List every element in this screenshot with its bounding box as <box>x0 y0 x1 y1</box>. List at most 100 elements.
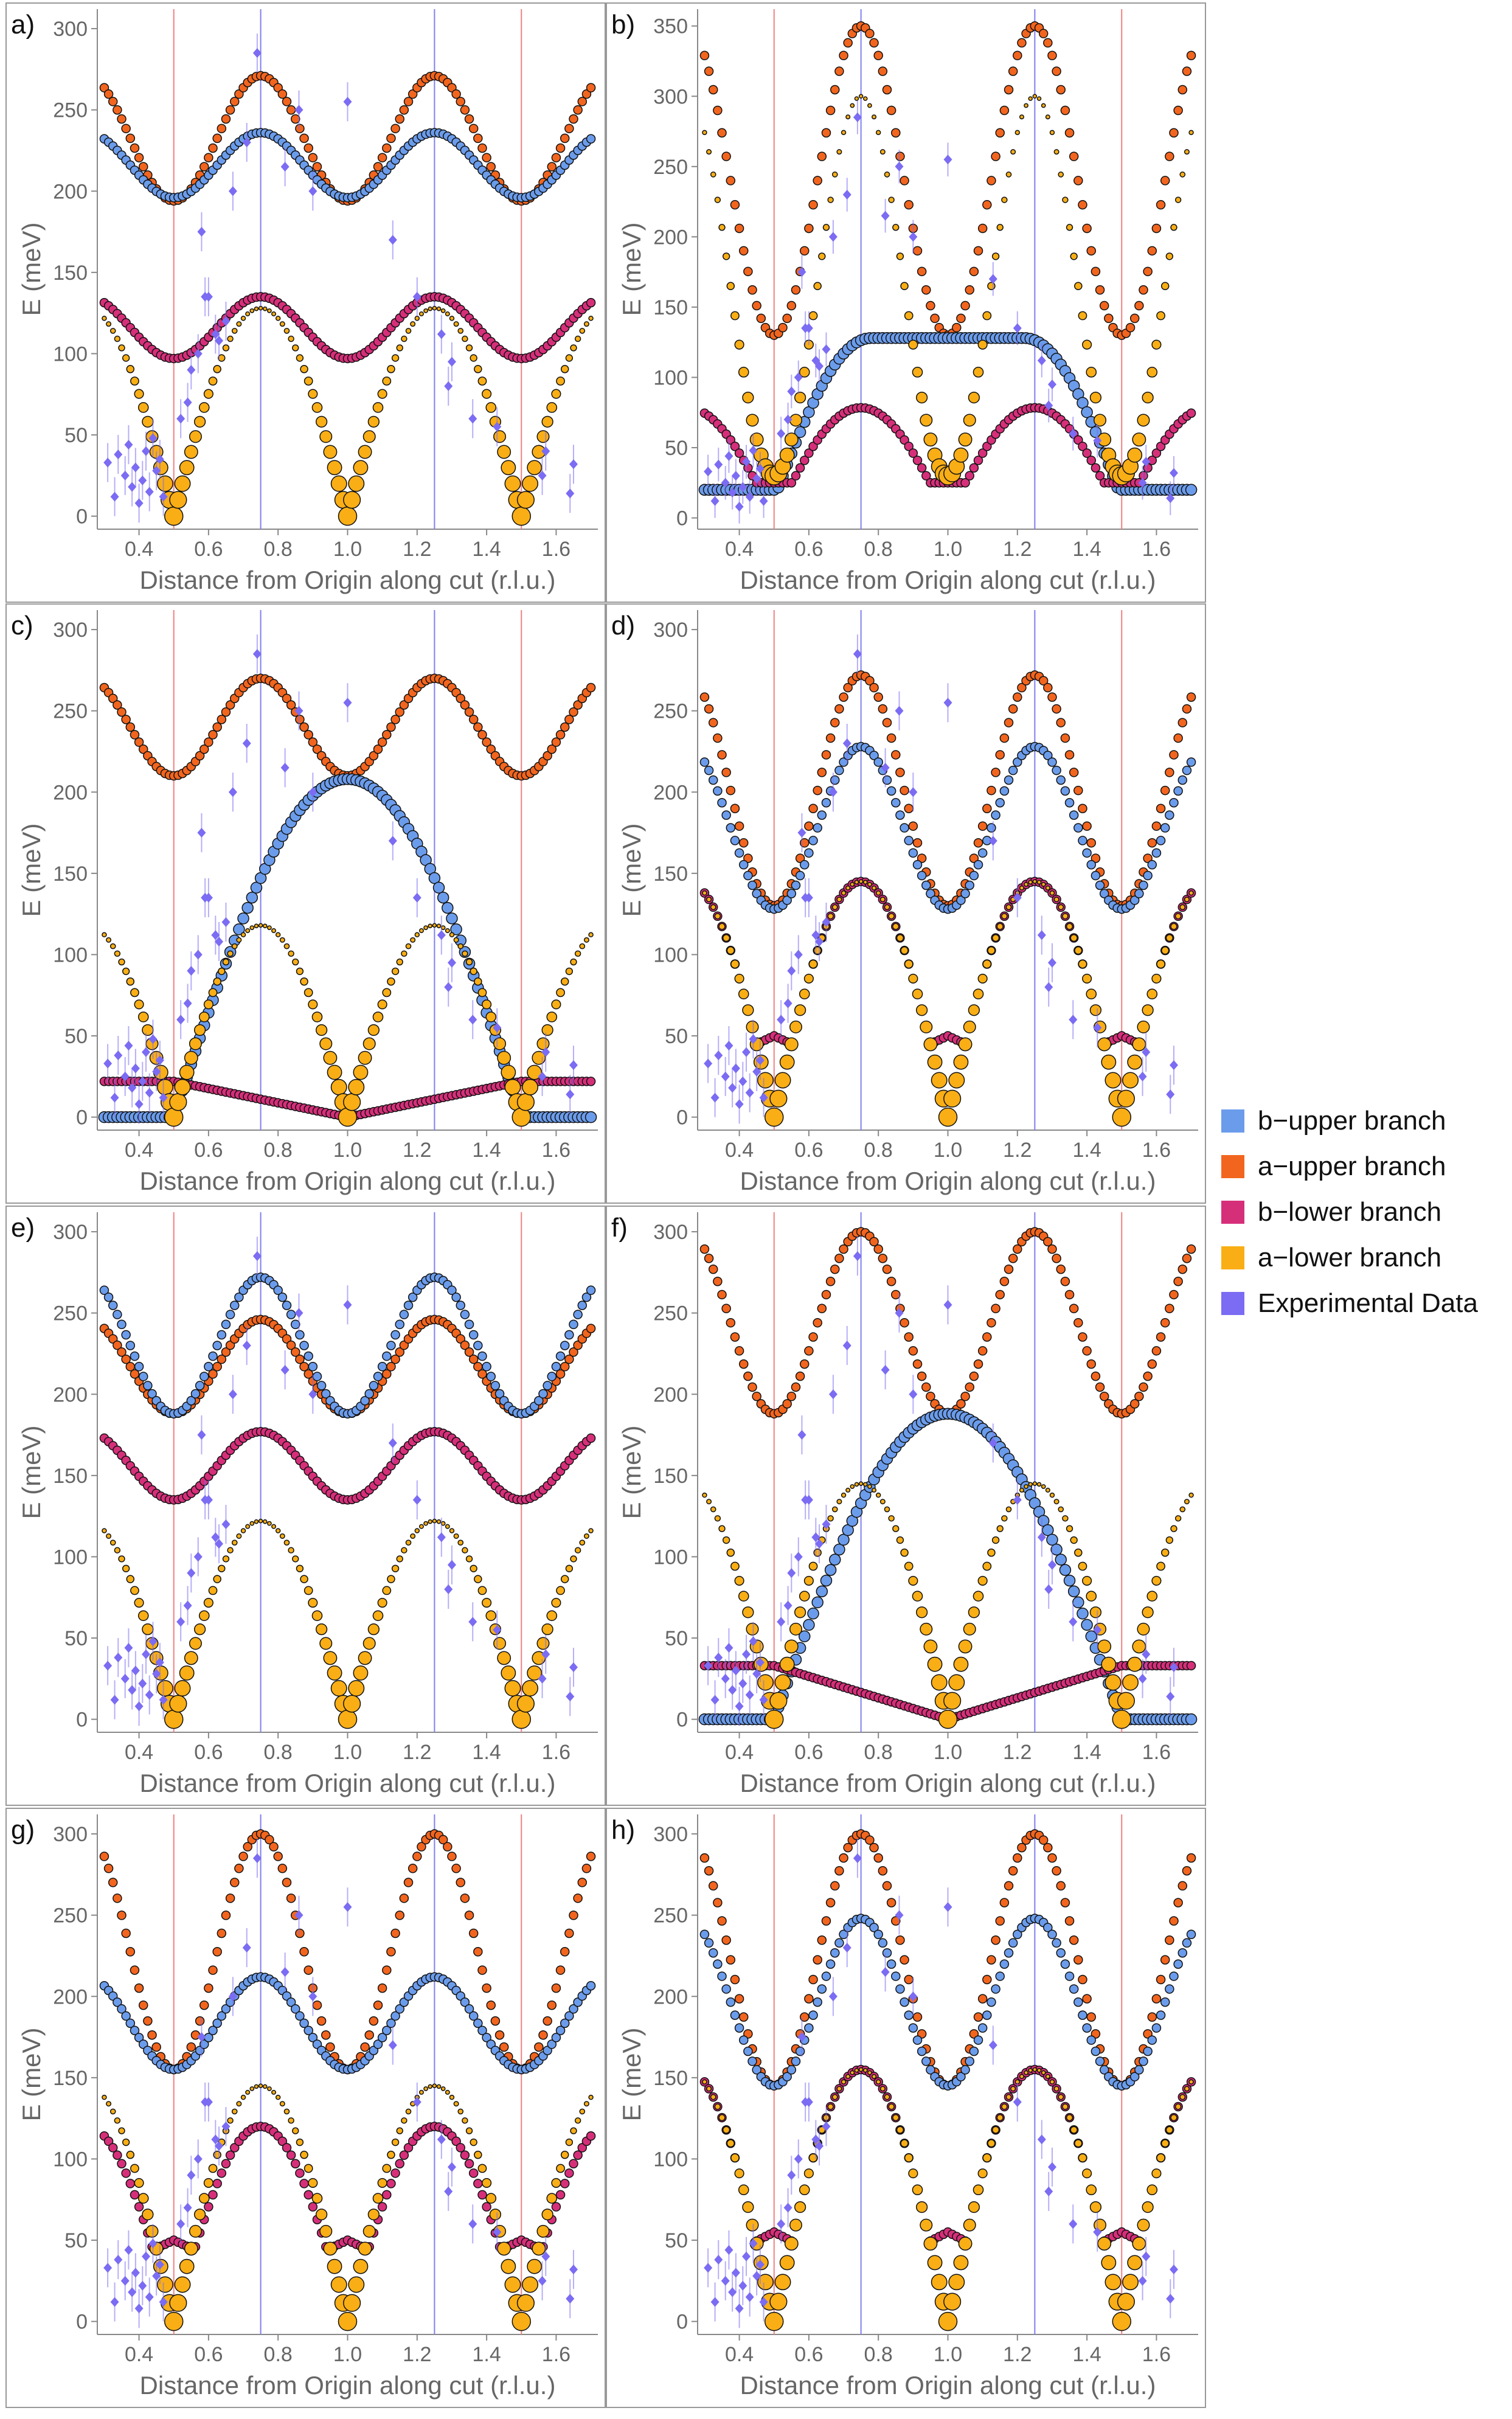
panel-d-point-a-lower <box>774 1072 791 1089</box>
panel-f-y-tick-label: 150 <box>653 1465 688 1488</box>
panel-b: 0.4 0.6 0.8 1.0 1.2 1.4 1.60501001502002503003… <box>606 2 1206 603</box>
panel-g-point-a-upper <box>234 1864 244 1873</box>
panel-h-point-a-upper <box>804 1994 814 2004</box>
panel-c-experimental-point <box>159 1092 168 1103</box>
panel-a-experimental-point <box>176 414 186 424</box>
panel-h-point-b-upper <box>817 1984 827 1994</box>
panel-b-point-a-lower <box>875 130 881 136</box>
panel-b-experimental-point <box>731 471 740 481</box>
panel-a-point-a-lower <box>574 335 581 342</box>
panel-h-point-a-upper <box>1069 1935 1079 1945</box>
panel-a-point-a-upper <box>113 105 122 115</box>
panel-a-point-a-lower <box>353 460 369 476</box>
panel-f-point-a-upper <box>982 1332 992 1342</box>
panel-f-point-a-upper <box>1095 1382 1105 1392</box>
panel-d-point-b-upper <box>699 757 710 767</box>
panel-b-point-a-upper <box>804 223 814 234</box>
panel-c-point-a-lower <box>343 1093 361 1111</box>
panel-d-point-b-upper <box>987 823 996 833</box>
panel-e-point-b-upper <box>386 1341 396 1350</box>
panel-g-point-a-lower <box>258 2083 263 2088</box>
panel-d-point-a-lower <box>784 1037 799 1052</box>
panel-e-y-tick-label: 300 <box>53 1221 88 1244</box>
panel-e-x-tick-label: 0.8 <box>264 1741 293 1764</box>
panel-g-x-tick-label: 1.2 <box>403 2343 431 2366</box>
panel-c: 0.4 0.6 0.8 1.0 1.2 1.4 1.6050100150200250300D… <box>5 603 606 1204</box>
panel-e-point-a-lower <box>267 1521 272 1526</box>
panel-g-x-axis-title: Distance from Origin along cut (r.l.u.) <box>140 2371 556 2400</box>
panel-d-point-b-upper <box>782 895 792 905</box>
panel-g-point-b-lower <box>212 2179 222 2188</box>
panel-e-experimental-point <box>142 1649 151 1659</box>
panel-b-point-a-upper <box>1056 85 1066 95</box>
panel-b-point-a-upper <box>730 200 740 210</box>
panel-e-point-a-lower <box>477 1586 487 1595</box>
panel-b-point-a-lower <box>968 391 980 404</box>
panel-b-point-a-lower <box>738 367 749 378</box>
panel-b-point-a-lower <box>784 432 799 447</box>
panel-d-point-a-lower <box>702 890 707 896</box>
panel-e-point-a-lower <box>541 1623 553 1636</box>
panel-e-point-a-upper <box>569 1347 578 1357</box>
panel-a-point-a-lower <box>428 306 433 311</box>
panel-d-y-tick-label: 300 <box>653 619 688 642</box>
panel-b-point-a-lower <box>973 367 984 378</box>
panel-f-point-a-lower <box>968 1606 980 1619</box>
panel-c-x-tick-label: 1.2 <box>403 1139 431 1162</box>
panel-c-point-a-lower <box>179 1064 195 1080</box>
panel-d-experimental-point <box>1069 1015 1078 1025</box>
panel-h-point-b-upper <box>1173 1959 1183 1969</box>
panel-h-point-a-lower <box>908 2168 918 2179</box>
panel-a-point-a-lower <box>213 365 221 373</box>
panel-h-point-a-lower <box>1105 2274 1122 2291</box>
panel-b-point-a-lower <box>1024 103 1028 108</box>
panel-e-point-a-lower <box>436 1519 442 1524</box>
panel-h-point-a-upper <box>895 1935 905 1945</box>
panel-a-point-a-upper <box>407 89 418 99</box>
panel-a-experimental-point <box>142 446 151 456</box>
panel-d-point-a-upper <box>1060 733 1070 743</box>
panel-c-point-a-lower <box>536 1037 550 1050</box>
panel-c-experimental-point <box>211 930 220 940</box>
panel-c-experimental-point <box>120 1071 130 1081</box>
panel-e-point-a-upper <box>395 1347 404 1357</box>
panel-e-y-tick-label: 50 <box>64 1627 88 1650</box>
panel-b-point-a-upper <box>956 313 966 324</box>
panel-f-point-a-lower <box>827 1515 834 1522</box>
panel-d-point-a-upper <box>982 803 992 814</box>
panel-f-point-a-lower <box>1184 1499 1190 1505</box>
panel-c-point-a-lower <box>193 1024 206 1036</box>
panel-e-point-b-upper <box>125 1341 136 1350</box>
panel-g-point-a-lower <box>527 2258 543 2274</box>
panel-f-point-a-lower <box>923 1639 938 1654</box>
panel-b-point-a-lower <box>1127 447 1143 463</box>
panel-e-point-a-lower <box>387 1575 395 1583</box>
panel-g-point-a-lower <box>203 2178 213 2188</box>
panel-c-point-a-lower <box>292 958 299 966</box>
panel-b-point-a-lower <box>1014 130 1021 136</box>
panel-g-point-a-upper <box>382 1965 392 1975</box>
panel-c-point-a-upper <box>468 715 479 724</box>
panel-b-point-a-upper <box>1177 85 1188 95</box>
panel-d-point-b-upper <box>804 848 814 858</box>
panel-g-point-a-lower <box>428 2084 433 2089</box>
panel-a-experimental-point <box>569 459 578 470</box>
panel-a-x-tick-label: 1.2 <box>403 538 431 561</box>
panel-h-point-a-upper <box>1013 1853 1022 1863</box>
panel-d-point-a-lower <box>1032 879 1038 884</box>
panel-a-point-a-upper <box>286 105 296 115</box>
panel-f-point-b-lower <box>1186 1661 1196 1671</box>
panel-e-x-tick-label: 0.4 <box>125 1741 153 1764</box>
panel-e-point-a-lower <box>227 1547 234 1553</box>
panel-e-point-b-upper <box>286 1310 296 1319</box>
panel-c-point-a-lower <box>102 932 107 938</box>
panel-c-point-a-lower <box>362 1037 376 1050</box>
panel-d-point-a-lower <box>904 959 914 969</box>
panel-b-y-tick-label: 150 <box>653 296 688 319</box>
panel-g-point-a-lower <box>169 2294 187 2312</box>
panel-f-point-a-upper <box>1134 1391 1144 1401</box>
panel-d-point-a-upper <box>734 821 744 831</box>
panel-f-point-a-lower <box>1058 1506 1064 1513</box>
panel-f-point-b-upper <box>816 1585 828 1598</box>
panel-e-x-tick-label: 1.6 <box>542 1741 570 1764</box>
